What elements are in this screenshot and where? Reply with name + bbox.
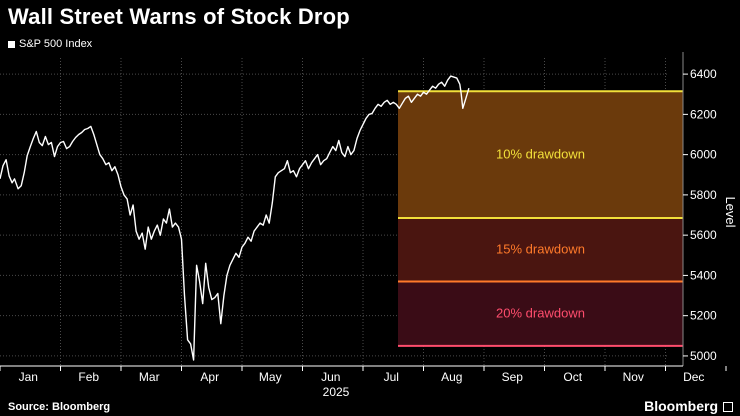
x-tick-label: Feb	[78, 370, 99, 384]
y-axis-title: Level	[723, 196, 738, 227]
drawdown-band	[398, 218, 683, 282]
y-tick-label: 6400	[690, 67, 717, 81]
brand-mark-icon	[723, 402, 733, 412]
legend-swatch	[8, 40, 15, 48]
x-tick-label: Sep	[502, 370, 524, 384]
x-tick-label: May	[259, 370, 282, 384]
x-tick-label: Jun	[321, 370, 340, 384]
series-line-sp500	[0, 75, 470, 361]
y-tick-label: 6000	[690, 148, 717, 162]
drawdown-band	[398, 91, 683, 219]
y-tick-label: 5600	[690, 228, 717, 242]
legend-label: S&P 500 Index	[19, 38, 93, 50]
x-tick-label: Mar	[139, 370, 160, 384]
drawdown-label: 10% drawdown	[496, 147, 585, 162]
drawdown-label: 15% drawdown	[496, 242, 585, 257]
chart-legend: S&P 500 Index	[8, 38, 92, 50]
y-tick-label: 5800	[690, 188, 717, 202]
y-tick-label: 5000	[690, 349, 717, 363]
x-tick-label: Apr	[200, 370, 219, 384]
x-tick-label: Oct	[563, 370, 582, 384]
x-tick-label: Jan	[19, 370, 38, 384]
x-tick-label: Aug	[441, 370, 462, 384]
y-tick-label: 6200	[690, 107, 717, 121]
drawdown-band	[398, 281, 683, 346]
x-year-label: 2025	[323, 385, 350, 399]
drawdown-label: 20% drawdown	[496, 306, 585, 321]
brand-logo-text: Bloomberg	[644, 398, 718, 414]
y-tick-label: 5200	[690, 309, 717, 323]
x-tick-label: Jul	[384, 370, 399, 384]
chart-title: Wall Street Warns of Stock Drop	[8, 4, 350, 29]
source-note: Source: Bloomberg	[8, 401, 111, 413]
y-tick-label: 5400	[690, 268, 717, 282]
x-tick-label: Nov	[623, 370, 644, 384]
x-tick-label: Dec	[683, 370, 704, 384]
